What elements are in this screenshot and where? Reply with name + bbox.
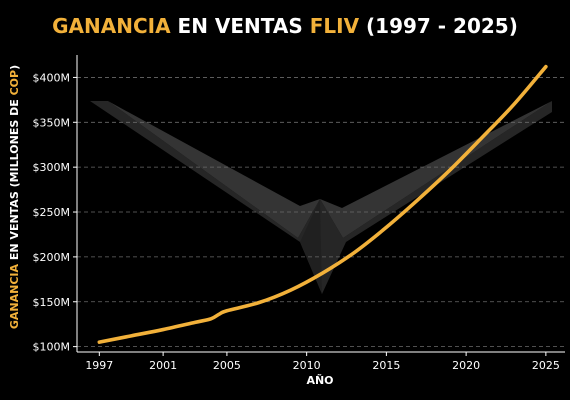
chart-title: GANANCIA EN VENTAS FLIV (1997 - 2025) [52, 14, 518, 38]
series-group [97, 64, 548, 344]
x-tick-label-2005: 2005 [213, 359, 241, 372]
x-tick-label-2010: 2010 [293, 359, 321, 372]
y-tick-label-350: $350M [33, 116, 71, 129]
y-tick-label-200: $200M [33, 251, 71, 264]
y-axis-title-part-ganancia: GANANCIA [8, 263, 21, 329]
y-tick-label-400: $400M [33, 71, 71, 84]
y-axis-title-part-cop: COP [8, 70, 21, 96]
chart-title-part-en-ventas: EN VENTAS [171, 14, 310, 38]
chart-title-part-years: (1997 - 2025) [359, 14, 518, 38]
x-tick-label-1997: 1997 [85, 359, 113, 372]
y-axis-title-part-close: ) [8, 65, 21, 70]
fliv-logo-icon [90, 101, 552, 294]
x-axis-title: AÑO [306, 374, 333, 387]
x-tick-label-2020: 2020 [452, 359, 480, 372]
chart-title-part-ganancia: GANANCIA [52, 14, 171, 38]
chart-title-part-fliv: FLIV [310, 14, 360, 38]
x-tick-label-2001: 2001 [149, 359, 177, 372]
y-axis-ticks: $100M $150M $200M $250M $300M $350M $400M [33, 71, 77, 354]
y-tick-label-150: $150M [33, 296, 71, 309]
series-line-0 [97, 64, 548, 344]
x-tick-label-2015: 2015 [372, 359, 400, 372]
y-tick-label-250: $250M [33, 206, 71, 219]
grid-lines [77, 77, 565, 348]
y-axis-title: GANANCIA EN VENTAS (MILLONES DE COP) [8, 65, 21, 329]
x-axis-ticks: 1997 2001 2005 2010 2015 2020 2025 [85, 352, 560, 372]
x-tick-label-2025: 2025 [532, 359, 560, 372]
y-tick-label-100: $100M [33, 341, 71, 354]
y-axis-title-part-middle: EN VENTAS (MILLONES DE [8, 95, 21, 264]
y-tick-label-300: $300M [33, 161, 71, 174]
